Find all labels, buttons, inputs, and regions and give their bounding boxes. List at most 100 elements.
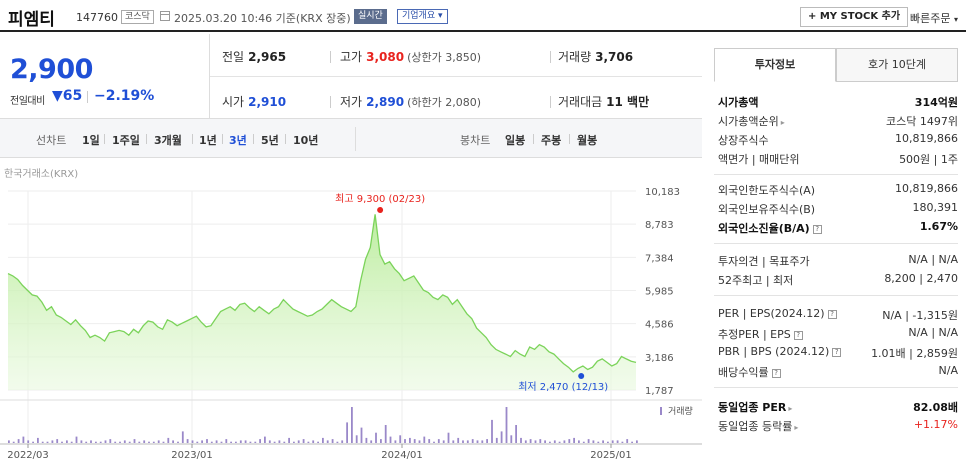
volume-bar (239, 440, 242, 443)
volume-bar (457, 437, 460, 443)
divider (253, 134, 254, 144)
info-value: 500원 | 1주 (899, 153, 958, 166)
add-my-stock-button[interactable]: + MY STOCK 추가 (800, 7, 909, 27)
tab-daily[interactable]: 일봉 (505, 134, 526, 147)
volume-bar (264, 436, 266, 443)
chart-source: 한국거래소(KRX) (4, 169, 79, 180)
volume-bar (85, 441, 88, 443)
volume-bar (123, 440, 126, 443)
volume-bar (336, 441, 339, 443)
stat-label: 저가 (340, 95, 363, 109)
divider (550, 96, 551, 108)
volume-bar (578, 440, 580, 443)
volume-bar (109, 439, 112, 443)
stat-label: 전일 (222, 50, 245, 64)
help-icon[interactable]: ? (832, 348, 842, 357)
x-tick-label: 2024/01 (381, 450, 423, 461)
quick-order-label: 빠른주문 (910, 12, 951, 25)
volume-bar (66, 440, 68, 443)
info-label-wrap: 동일업종 PER ▸ (718, 399, 792, 415)
help-icon[interactable]: ? (812, 225, 822, 234)
volume-bar (12, 441, 15, 443)
volume-bar (177, 441, 179, 443)
info-value: +1.17% (913, 418, 958, 431)
tab-order-book[interactable]: 호가 10단계 (836, 48, 958, 82)
volume-bar (544, 440, 546, 443)
volume-bar (355, 435, 358, 443)
line-chart-label: 선차트 (36, 134, 67, 147)
info-row[interactable]: 동일업종 PER ▸ 82.08배 (718, 399, 958, 416)
volume-bar (351, 407, 353, 443)
tab-5y[interactable]: 5년 (261, 134, 279, 147)
quick-order-button[interactable]: 빠른주문 ▾ (910, 10, 958, 26)
volume-bar (602, 440, 604, 443)
info-label: 배당수익률 (718, 366, 769, 379)
volume-bar (587, 439, 590, 443)
info-value: 1.67% (919, 220, 958, 233)
tab-weekly[interactable]: 주봉 (541, 134, 562, 147)
info-value: N/A | N/A (908, 253, 958, 266)
y-tick-label: 4,586 (645, 320, 674, 331)
company-overview-dropdown[interactable]: 기업개요 ▾ (397, 9, 448, 24)
volume-bar (500, 431, 503, 443)
volume-bar (341, 440, 344, 443)
realtime-badge[interactable]: 실시간 (354, 9, 387, 24)
info-row[interactable]: 시가총액순위 ▸ 코스닥 1497위 (718, 113, 958, 130)
volume-bar (433, 441, 435, 443)
volume-bar (181, 431, 184, 443)
help-icon[interactable]: ? (827, 310, 837, 319)
info-value: 1.01배 | 2,859원 (871, 347, 958, 360)
divider (87, 91, 88, 103)
tab-monthly[interactable]: 월봉 (577, 134, 598, 147)
info-value: 180,391 (912, 201, 959, 214)
quote-datetime: 2025.03.20 10:46 기준(KRX 장중) (174, 12, 351, 25)
help-icon[interactable]: ? (771, 369, 781, 378)
info-row[interactable]: 동일업종 등락률 ▸ +1.17% (718, 418, 958, 435)
volume-bar (90, 440, 92, 443)
volume-bar (375, 432, 377, 443)
divider (285, 134, 286, 144)
tab-3y[interactable]: 3년 (229, 134, 247, 147)
info-label: 액면가 | 매매단위 (718, 153, 800, 166)
info-label: 투자의견 | 목표주가 (718, 255, 810, 268)
volume-bar (75, 436, 78, 443)
volume-bar (235, 441, 237, 443)
volume-bar (172, 440, 174, 443)
chevron-right-icon: ▸ (780, 118, 785, 127)
info-row: 52주최고 | 최저 8,200 | 2,470 (718, 272, 958, 289)
y-tick-label: 7,384 (645, 253, 674, 264)
volume-bar (225, 439, 228, 443)
info-row: 외국인한도주식수(A) 10,819,866 (718, 182, 958, 199)
volume-bar (404, 439, 406, 443)
volume-bar (476, 440, 479, 443)
tab-1w[interactable]: 1주일 (112, 134, 140, 147)
volume-bar (447, 432, 450, 443)
tab-1d[interactable]: 1일 (82, 134, 100, 147)
volume-bar (413, 439, 416, 443)
volume-bar (466, 440, 469, 443)
info-label: 시가총액 (718, 96, 759, 109)
tab-10y[interactable]: 10년 (293, 134, 319, 147)
tab-3m[interactable]: 3개월 (154, 134, 182, 147)
volume-bar (51, 440, 54, 443)
volume-bar (331, 439, 334, 443)
divider (714, 243, 958, 244)
current-price-box: 2,900 전일대비 ▼65 −2.19% (0, 34, 210, 118)
volume-bar (524, 440, 527, 443)
volume-bar (563, 440, 566, 443)
current-price: 2,900 (10, 54, 93, 85)
volume-bar (288, 437, 290, 443)
volume-bar (41, 441, 44, 443)
volume-bar (56, 439, 59, 443)
help-icon[interactable]: ? (793, 331, 803, 340)
volume-legend-swatch (660, 407, 662, 415)
volume-bar (389, 436, 392, 443)
stat-label: 거래대금 (558, 95, 603, 109)
volume-bar (186, 439, 189, 443)
volume-bar (326, 440, 329, 443)
divider (355, 127, 356, 151)
price-chart[interactable]: 한국거래소(KRX) 10,183 8,783 7,384 5,985 4,586 3,1… (0, 158, 702, 463)
tab-1y[interactable]: 1년 (199, 134, 217, 147)
volume-bar (254, 441, 257, 443)
tab-investment-info[interactable]: 투자정보 (714, 48, 836, 82)
